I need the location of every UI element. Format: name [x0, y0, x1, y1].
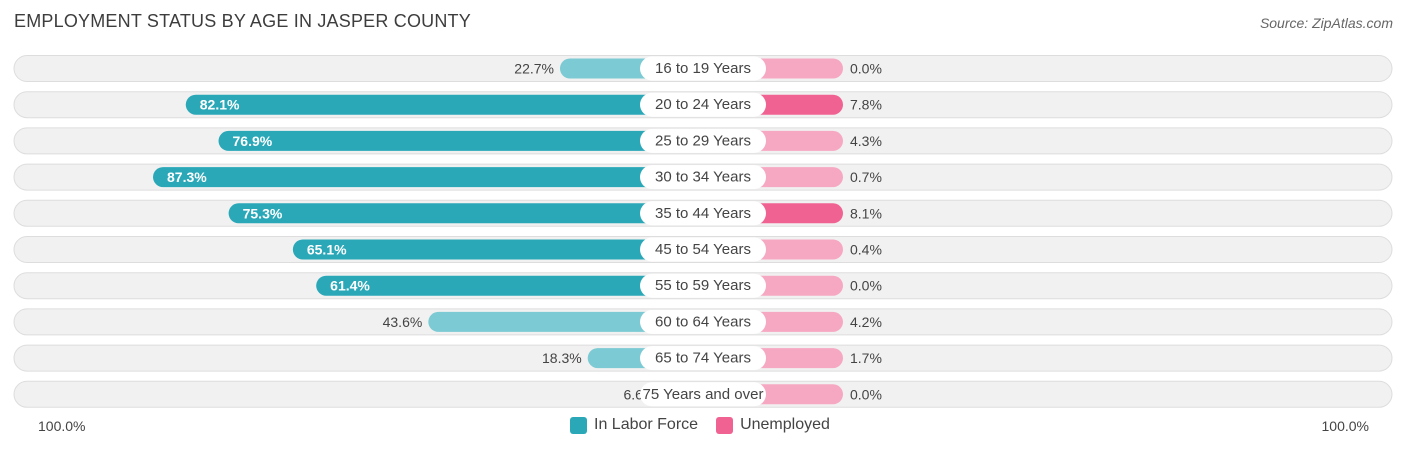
legend-swatch-labor-force [570, 416, 587, 434]
category-label-box [640, 56, 766, 81]
source-note: Source: ZipAtlas.com [1259, 15, 1393, 31]
category-label: 65 to 74 Years [655, 350, 751, 367]
chart-plot-area: 22.7% 0.0% 16 to 19 Years 82.1% 7.8% 20 to 24… [13, 55, 1393, 408]
legend: In Labor Force Unemployed [570, 416, 848, 434]
category-label: 45 to 54 Years [655, 241, 751, 258]
category-label-box [640, 165, 766, 190]
labor-force-value-label: 43.6% [383, 314, 423, 330]
labor-force-value-label: 82.1% [200, 97, 240, 113]
labor-force-bar [316, 275, 703, 296]
labor-force-bar [228, 203, 704, 224]
unemployed-value-label: 0.0% [850, 61, 882, 77]
category-label-box [640, 237, 766, 262]
labor-force-bar [292, 239, 703, 260]
labor-force-value-label: 76.9% [233, 133, 273, 149]
category-label: 16 to 19 Years [655, 60, 751, 77]
unemployed-value-label: 0.0% [850, 386, 882, 402]
unemployed-value-label: 4.3% [850, 133, 882, 149]
category-label: 20 to 24 Years [655, 96, 751, 113]
category-label-box [640, 92, 766, 117]
labor-force-value-label: 18.3% [542, 350, 582, 366]
unemployed-value-label: 1.7% [850, 350, 882, 366]
labor-force-value-label: 75.3% [243, 205, 283, 221]
category-label: 35 to 44 Years [655, 205, 751, 222]
category-label-box [640, 346, 766, 371]
unemployed-value-label: 8.1% [850, 205, 882, 221]
unemployed-value-label: 7.8% [850, 97, 882, 113]
category-label-box [640, 201, 766, 226]
labor-force-value-label: 22.7% [514, 61, 554, 77]
legend-item-unemployed: Unemployed [716, 416, 830, 434]
unemployed-value-label: 0.0% [850, 278, 882, 294]
legend-swatch-unemployed [716, 416, 734, 434]
labor-force-bar [185, 94, 703, 115]
category-label: 30 to 34 Years [655, 169, 751, 186]
category-label-box [640, 309, 766, 334]
category-label: 75 Years and over [643, 386, 764, 403]
category-label: 60 to 64 Years [655, 313, 751, 330]
axis-right-label: 100.0% [1321, 418, 1369, 434]
labor-force-value-label: 65.1% [307, 242, 347, 258]
labor-force-bar [218, 130, 703, 151]
category-label: 25 to 29 Years [655, 132, 751, 149]
legend-label-labor-force: In Labor Force [594, 416, 699, 433]
axis-left-label: 100.0% [38, 418, 86, 434]
unemployed-value-label: 0.4% [850, 242, 882, 258]
labor-force-value-label: 87.3% [167, 169, 207, 185]
category-label-box [640, 382, 766, 407]
category-label: 55 to 59 Years [655, 277, 751, 294]
labor-force-bar [428, 311, 703, 332]
labor-force-value-label: 61.4% [330, 278, 370, 294]
category-label-box [640, 128, 766, 153]
category-label-box [640, 273, 766, 298]
labor-force-bar [153, 167, 703, 188]
unemployed-value-label: 4.2% [850, 314, 882, 330]
chart-title: EMPLOYMENT STATUS BY AGE IN JASPER COUNT… [14, 11, 471, 31]
legend-label-unemployed: Unemployed [740, 416, 830, 433]
legend-item-labor-force: In Labor Force [570, 416, 698, 434]
unemployed-value-label: 0.7% [850, 169, 882, 185]
